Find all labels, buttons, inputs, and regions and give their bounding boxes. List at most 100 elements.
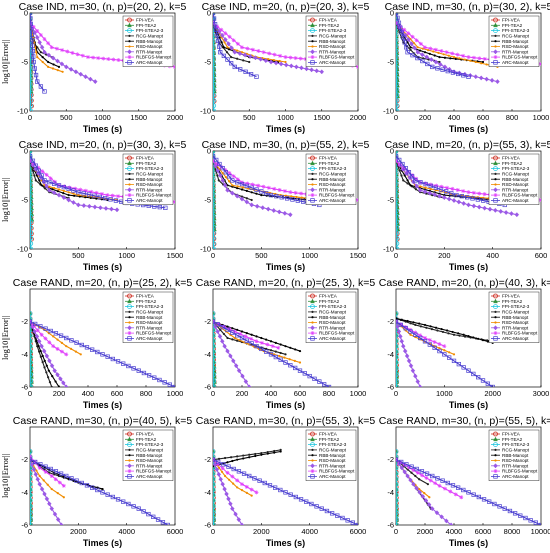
marker-RTR-Manopt <box>410 368 416 374</box>
x-axis-label: Times (s) <box>449 262 488 272</box>
marker-RLBFGS-Manopt <box>75 52 80 57</box>
marker-RTR-Manopt <box>49 363 55 369</box>
marker-RSD-Manopt <box>69 347 73 350</box>
y-axis-label: log10||Error|| <box>0 178 10 222</box>
marker-FPI-STEA2-3 <box>310 28 315 34</box>
marker-RBB-Manopt <box>47 369 50 372</box>
marker-ARC-Manopt <box>413 178 418 183</box>
x-axis-label: Times (s) <box>449 400 488 410</box>
legend-label: FPI-VEA <box>136 294 155 299</box>
y-tick-label: -5 <box>21 58 28 67</box>
marker-RSD-Manopt <box>223 41 226 44</box>
marker-FPI-TEA2 <box>310 160 315 166</box>
marker-RTR-Manopt <box>55 517 61 523</box>
marker-RCG-Manopt <box>50 385 53 387</box>
chart-title: Case RAND, m=20, (n, p)=(40, 3), k=5 <box>379 277 550 289</box>
marker-ARC-Manopt <box>95 349 100 355</box>
marker-ARC-Manopt <box>136 368 141 373</box>
marker-ARC-Manopt <box>228 61 234 66</box>
marker-FPI-STEA2-3 <box>30 366 33 372</box>
legend: FPI-VEAFPI-TEA2FPI-STEA2-3RCG-ManoptRBB-… <box>305 153 357 205</box>
marker-RTR-Manopt <box>222 182 228 188</box>
marker-ARC-Manopt <box>43 464 48 469</box>
marker-RBB-Manopt <box>494 40 497 43</box>
marker-RLBFGS-Manopt <box>293 190 298 195</box>
chart-svg: Case IND, m=30, (n, p)=(55, 2), k=50 500 1… <box>200 139 369 272</box>
marker-RSD-Manopt <box>482 196 485 199</box>
series-RTR-Manopt <box>213 457 245 525</box>
marker-RCG-Manopt <box>441 330 445 334</box>
marker-ARC-Manopt <box>476 375 481 380</box>
marker-RLBFGS-Manopt <box>220 466 225 471</box>
marker-RCG-Manopt <box>414 188 418 191</box>
marker-ARC-Manopt <box>454 192 459 198</box>
x-tick-label: 1000 <box>436 389 453 398</box>
marker-ARC-Manopt <box>100 352 105 357</box>
marker-RLBFGS-Manopt <box>243 334 248 339</box>
marker-RSD-Manopt <box>480 62 483 65</box>
legend-label: FPI-STEA2-3 <box>319 304 347 309</box>
marker-RCG-Manopt <box>236 57 239 60</box>
marker-RBB-Manopt <box>298 349 302 353</box>
marker-FPI-STEA2-3 <box>30 71 33 76</box>
legend-label: RBB-Manopt <box>502 39 529 44</box>
marker-FPI-TEA2 <box>127 298 132 304</box>
marker-RSD-Manopt <box>295 195 298 199</box>
marker-ARC-Manopt <box>422 339 428 344</box>
marker-FPI-STEA2-3 <box>30 311 33 316</box>
legend-label: FPI-VEA <box>319 432 338 437</box>
marker-RBB-Manopt <box>128 178 131 181</box>
marker-ARC-Manopt <box>470 196 475 201</box>
marker-FPI-STEA2-3 <box>213 481 216 487</box>
marker-ARC-Manopt <box>438 187 444 192</box>
series-line-ARC-Manopt <box>213 13 257 78</box>
marker-RLBFGS-Manopt <box>539 198 541 202</box>
marker-ARC-Manopt <box>430 64 435 70</box>
legend-label: RSD-Manopt <box>319 182 346 187</box>
marker-ARC-Manopt <box>48 328 53 334</box>
marker-ARC-Manopt <box>312 376 317 381</box>
marker-ARC-Manopt <box>340 515 345 521</box>
x-tick-label: 500 <box>72 251 85 260</box>
marker-RSD-Manopt <box>232 482 235 485</box>
marker-ARC-Manopt <box>163 205 168 210</box>
marker-RTR-Manopt <box>217 173 223 178</box>
marker-FPI-STEA2-3 <box>213 311 216 316</box>
marker-RLBFGS-Manopt <box>450 186 455 191</box>
legend-label: RBB-Manopt <box>502 315 529 320</box>
marker-ARC-Manopt <box>399 459 404 465</box>
chart-panel-7: Case RAND, m=20, (n, p)=(25, 2), k=5 0 200… <box>0 276 192 414</box>
marker-ARC-Manopt <box>53 331 59 336</box>
marker-RLBFGS-Manopt <box>466 55 471 60</box>
marker-RTR-Manopt <box>283 62 289 68</box>
marker-RLBFGS-Manopt <box>249 487 254 492</box>
marker-FPI-STEA2-3 <box>30 108 33 111</box>
marker-RSD-Manopt <box>51 67 55 70</box>
series-ARC-Manopt <box>396 13 471 79</box>
series-line-FPI-STEA2-3 <box>213 151 215 249</box>
marker-RTR-Manopt <box>399 465 405 471</box>
marker-RBB-Manopt <box>486 340 489 343</box>
marker-FPI-TEA2 <box>310 22 315 28</box>
marker-ARC-Manopt <box>415 55 420 61</box>
marker-ARC-Manopt <box>30 27 34 32</box>
marker-RBB-Manopt <box>311 316 314 319</box>
series-ARC-Manopt <box>30 319 175 387</box>
marker-ARC-Manopt <box>423 181 428 187</box>
marker-RLBFGS-Manopt <box>432 340 437 345</box>
marker-ARC-Manopt <box>47 179 52 185</box>
legend-label: RBB-Manopt <box>319 177 346 182</box>
marker-FPI-STEA2-3 <box>213 349 216 355</box>
marker-FPI-STEA2-3 <box>213 378 217 384</box>
marker-ARC-Manopt <box>314 504 319 509</box>
marker-ARC-Manopt <box>89 347 95 352</box>
chart-title: Case IND, m=20, (n, p)=(55, 3), k=5 <box>385 139 550 151</box>
marker-ARC-Manopt <box>301 199 306 204</box>
y-tick-label: -10 <box>200 245 211 254</box>
marker-RSD-Manopt <box>56 69 59 72</box>
marker-RCG-Manopt <box>269 349 273 352</box>
marker-RTR-Manopt <box>46 52 52 58</box>
marker-RLBFGS-Manopt <box>231 38 236 43</box>
marker-RSD-Manopt <box>56 338 59 341</box>
marker-ARC-Manopt <box>30 32 34 37</box>
